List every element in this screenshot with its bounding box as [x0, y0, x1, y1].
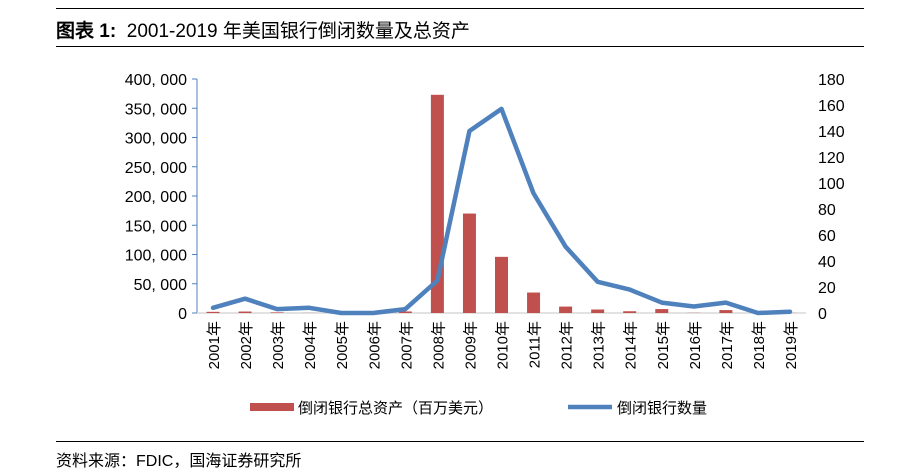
chart: 0 50, 000 100, 000 150, 000 200, 000 250, 000… — [125, 72, 845, 417]
right-tick-label: 120 — [818, 150, 845, 167]
bar-2017年 — [719, 310, 733, 313]
right-tick-label: 60 — [818, 228, 836, 245]
x-tick-label: 2011年 — [527, 321, 544, 368]
x-tick-label: 2003年 — [270, 321, 287, 369]
bottom-rule — [56, 441, 864, 442]
bar-2014年 — [623, 311, 637, 313]
bar-2003年 — [270, 312, 284, 313]
right-tick-label: 40 — [818, 254, 836, 271]
source-note: 资料来源：FDIC，国海证券研究所 — [56, 453, 302, 470]
x-tick-label: 2001年 — [206, 321, 223, 369]
left-tick-label: 150, 000 — [125, 218, 187, 235]
right-tick-label: 140 — [818, 124, 845, 141]
left-tick-label: 0 — [178, 306, 187, 323]
right-tick-label: 80 — [818, 202, 836, 219]
bar-2009年 — [462, 213, 476, 313]
x-tick-label: 2008年 — [430, 321, 447, 369]
x-tick-label: 2007年 — [398, 321, 415, 369]
top-rule — [56, 8, 864, 9]
x-tick-label: 2004年 — [302, 321, 319, 369]
x-tick-label: 2010年 — [495, 321, 512, 369]
x-tick-label: 2014年 — [623, 321, 640, 369]
title-rule — [56, 46, 864, 47]
right-tick-label: 160 — [818, 98, 845, 115]
left-tick-label: 200, 000 — [125, 189, 187, 206]
title-text: 2001-2019 年美国银行倒闭数量及总资产 — [126, 21, 470, 42]
right-tick-label: 20 — [818, 280, 836, 297]
bar-2013年 — [591, 309, 605, 313]
x-tick-label: 2002年 — [238, 321, 255, 369]
left-tick-label: 350, 000 — [125, 101, 187, 118]
x-tick-label: 2016年 — [687, 321, 704, 369]
legend-line-label: 倒闭银行数量 — [617, 400, 707, 417]
bar-2001年 — [206, 311, 220, 313]
bar-2011年 — [527, 292, 541, 313]
x-tick-label: 2015年 — [655, 321, 672, 369]
legend-bar-swatch — [250, 403, 294, 411]
x-tick-label: 2009年 — [462, 321, 479, 369]
x-tick-label: 2006年 — [366, 321, 383, 369]
left-tick-label: 400, 000 — [125, 72, 187, 89]
bar-2015年 — [655, 309, 669, 313]
left-tick-label: 300, 000 — [125, 131, 187, 148]
title-prefix: 图表 1: — [56, 21, 117, 42]
bar-2002年 — [238, 311, 252, 313]
x-tick-label: 2018年 — [751, 321, 768, 369]
left-tick-label: 250, 000 — [125, 160, 187, 177]
figure-title: 图表 1: 2001-2019 年美国银行倒闭数量及总资产 — [56, 16, 470, 43]
legend-bar-label: 倒闭银行总资产（百万美元） — [298, 400, 493, 417]
x-tick-label: 2019年 — [783, 321, 800, 369]
right-tick-label: 180 — [818, 72, 845, 89]
bar-2012年 — [559, 306, 573, 313]
right-tick-label: 0 — [818, 306, 827, 323]
left-tick-label: 100, 000 — [125, 248, 187, 265]
bar-2010年 — [495, 256, 508, 313]
x-tick-label: 2013年 — [591, 321, 608, 369]
x-tick-label: 2017年 — [719, 321, 736, 369]
left-tick-label: 50, 000 — [134, 277, 187, 294]
right-tick-label: 100 — [818, 176, 845, 193]
line-series — [210, 106, 793, 316]
x-tick-label: 2005年 — [334, 321, 351, 369]
bar-2007年 — [398, 311, 412, 313]
x-tick-label: 2012年 — [559, 321, 576, 369]
